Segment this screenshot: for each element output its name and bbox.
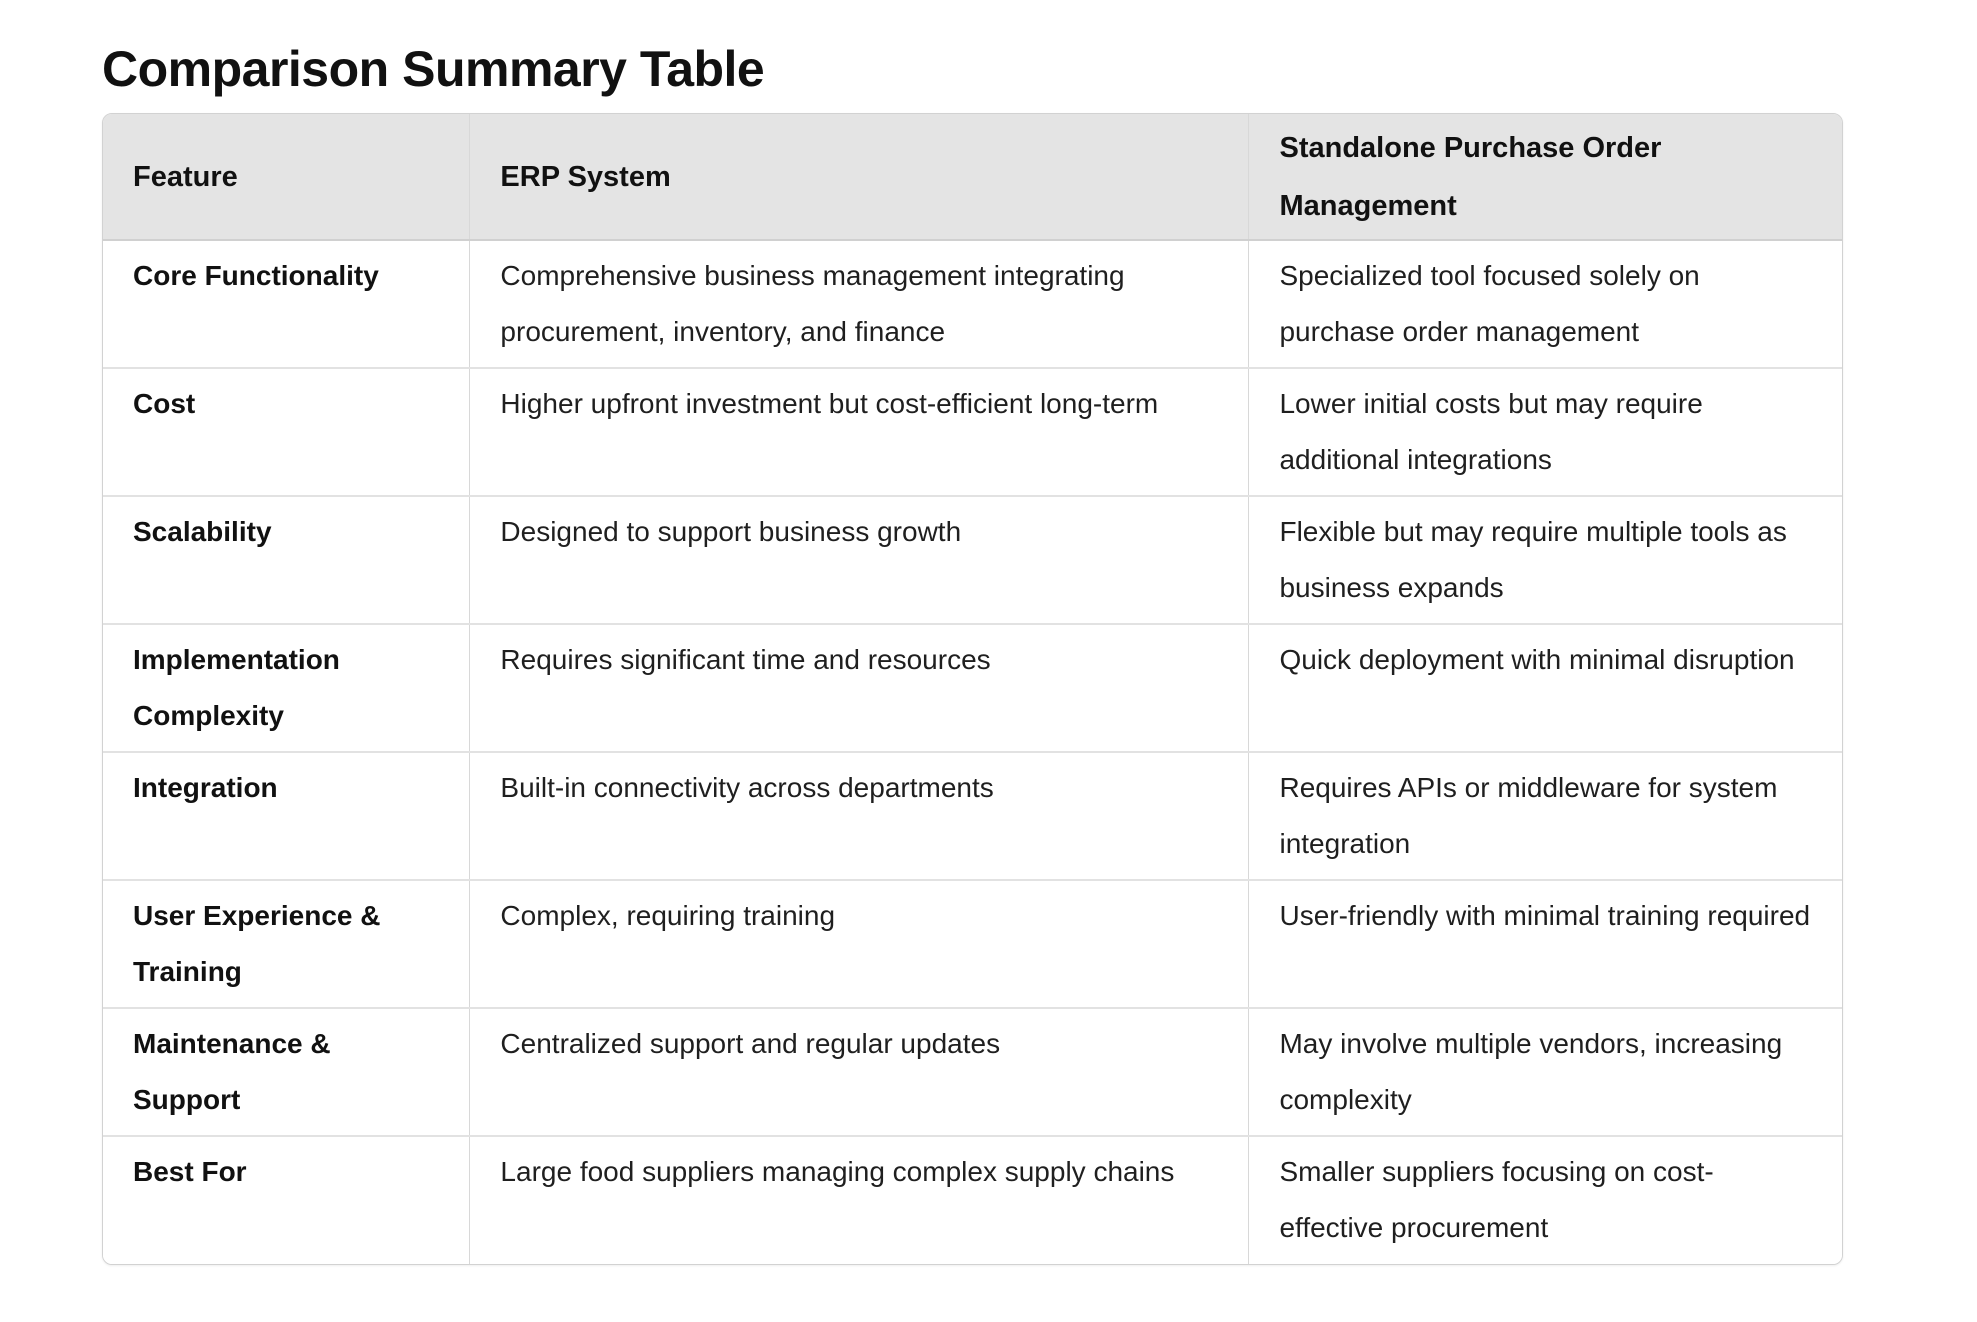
page-title: Comparison Summary Table: [102, 40, 765, 97]
feature-cell: Implementation Complexity: [103, 623, 470, 752]
table-body: Core Functionality Comprehensive business…: [103, 240, 1842, 1264]
table-header: Feature ERP System Standalone Purchase O…: [103, 114, 1842, 241]
feature-cell: User Experience & Training: [103, 879, 470, 1008]
erp-cell: Higher upfront investment but cost-effic…: [469, 367, 1249, 496]
standalone-cell: Lower initial costs but may require addi…: [1248, 367, 1842, 496]
column-header-erp-system: ERP System: [469, 114, 1249, 241]
column-header-feature: Feature: [103, 114, 470, 241]
table-row: User Experience & Training Complex, requi…: [103, 879, 1842, 1008]
table-row: Scalability Designed to support business …: [103, 495, 1842, 624]
erp-cell: Designed to support business growth: [469, 495, 1249, 624]
erp-cell: Comprehensive business management integr…: [469, 240, 1249, 368]
feature-cell: Core Functionality: [103, 240, 470, 368]
comparison-table: Feature ERP System Standalone Purchase O…: [103, 114, 1842, 1264]
standalone-cell: Flexible but may require multiple tools …: [1248, 495, 1842, 624]
feature-cell: Cost: [103, 367, 470, 496]
standalone-cell: Smaller suppliers focusing on cost-effec…: [1248, 1135, 1842, 1264]
standalone-cell: May involve multiple vendors, increasing…: [1248, 1007, 1842, 1136]
table-row: Best For Large food suppliers managing co…: [103, 1135, 1842, 1264]
erp-cell: Complex, requiring training: [469, 879, 1249, 1008]
standalone-cell: User-friendly with minimal training requ…: [1248, 879, 1842, 1008]
table-row: Maintenance & Support Centralized support…: [103, 1007, 1842, 1136]
erp-cell: Centralized support and regular updates: [469, 1007, 1249, 1136]
feature-cell: Scalability: [103, 495, 470, 624]
table-row: Implementation Complexity Requires signif…: [103, 623, 1842, 752]
feature-cell: Integration: [103, 751, 470, 880]
feature-cell: Best For: [103, 1135, 470, 1264]
erp-cell: Requires significant time and resources: [469, 623, 1249, 752]
table-row: Core Functionality Comprehensive business…: [103, 240, 1842, 368]
erp-cell: Large food suppliers managing complex su…: [469, 1135, 1249, 1264]
table-row: Integration Built-in connectivity across …: [103, 751, 1842, 880]
table-row: Cost Higher upfront investment but cost-e…: [103, 367, 1842, 496]
comparison-table-container: Feature ERP System Standalone Purchase O…: [102, 113, 1843, 1265]
feature-cell: Maintenance & Support: [103, 1007, 470, 1136]
standalone-cell: Requires APIs or middleware for system i…: [1248, 751, 1842, 880]
standalone-cell: Specialized tool focused solely on purch…: [1248, 240, 1842, 368]
erp-cell: Built-in connectivity across departments: [469, 751, 1249, 880]
table-header-row: Feature ERP System Standalone Purchase O…: [103, 114, 1842, 241]
column-header-standalone-po-management: Standalone Purchase Order Management: [1248, 114, 1842, 241]
standalone-cell: Quick deployment with minimal disruption: [1248, 623, 1842, 752]
